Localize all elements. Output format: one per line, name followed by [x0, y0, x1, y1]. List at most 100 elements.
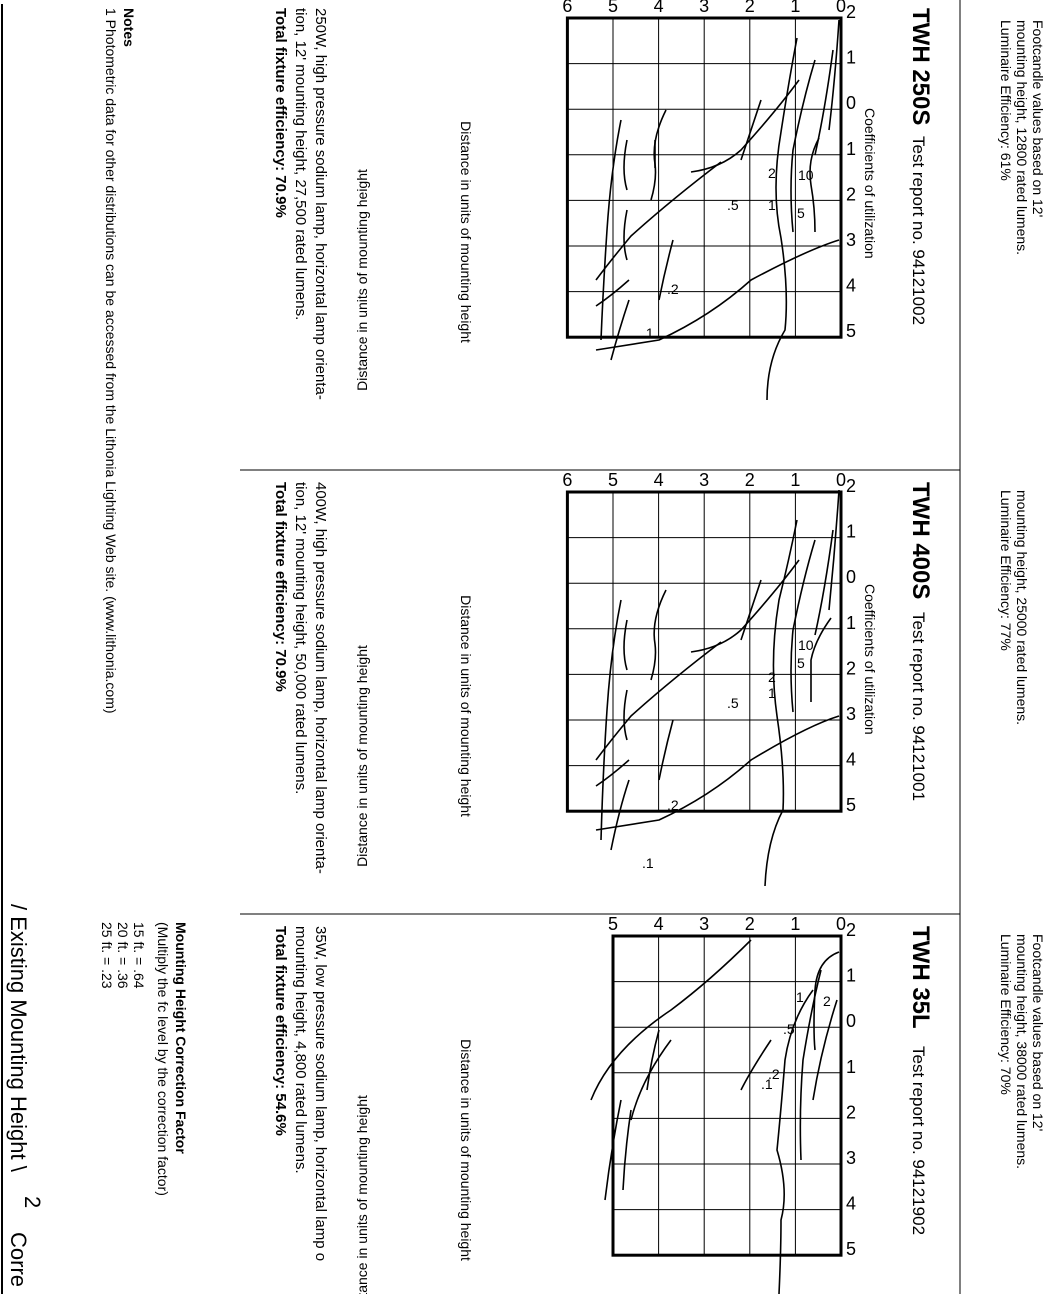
contour-lines [595, 19, 840, 401]
contour-label-5: 5 [797, 205, 805, 221]
tick-label-bottom: 3 [699, 0, 709, 16]
tick-label-top: 1 [846, 522, 856, 542]
contour-label-2: 2 [768, 165, 776, 181]
contour-labels: 10 5 2 1 .5 .2 .1 [642, 637, 814, 871]
tick-label-top: 1 [846, 139, 856, 159]
correction-row: 20 ft. = .36 [115, 922, 131, 989]
contour-label-2: 2 [768, 669, 776, 685]
correction-heading: Mounting Height Correction Factor [173, 922, 189, 1154]
tick-label-top: 2 [846, 2, 856, 22]
distance-label-bottom: Distance in units of mounting height [354, 1095, 370, 1294]
contour-label-02: .2 [667, 281, 679, 297]
panel-twh-35l: TWH 35L Test report no. 94121902 Distanc… [272, 914, 934, 1294]
tick-label-top: 3 [846, 230, 856, 250]
tick-label-top: 1 [846, 1057, 856, 1077]
existing-mounting-height: / Existing Mounting Height \ [6, 904, 31, 1173]
tick-label-bottom: 5 [608, 914, 618, 934]
tick-label-top: 1 [846, 613, 856, 633]
footcandle-text: Luminaire Efficiency: 77% [998, 490, 1014, 651]
tick-label-top: 1 [846, 48, 856, 68]
coefficients-label: Coefficients of utilization [862, 584, 878, 735]
model-title: TWH 400S [907, 482, 934, 599]
tick-label-top: 4 [846, 276, 856, 296]
description-line: 400W, high pressure sodium lamp, horizon… [312, 482, 329, 874]
correction-subheading: (Multiply the fc level by the correction… [155, 922, 171, 1196]
efficiency: Total fixture efficiency: 54.6% [272, 926, 289, 1136]
tick-label-top: 0 [846, 567, 856, 587]
notes-heading: Notes [121, 8, 137, 47]
contour-label-05: .5 [727, 197, 739, 213]
description-line: tion, 12' mounting height, 27,500 rated … [292, 8, 309, 320]
tick-label-bottom: 1 [790, 0, 800, 16]
tick-label-top: 3 [846, 704, 856, 724]
footcandle-text: Footcandle values based on 12' [1030, 934, 1046, 1131]
coefficients-label: Coefficients of utilization [862, 108, 878, 259]
contour-label-1: 1 [796, 989, 804, 1005]
tick-label-bottom: 4 [654, 0, 664, 16]
description-line: tion, 12' mounting height, 50,000 rated … [292, 482, 309, 794]
footcandle-text: Footcandle values based on 12' [1030, 20, 1046, 217]
tick-label-bottom: 5 [608, 470, 618, 490]
tick-label-bottom: 0 [836, 0, 846, 16]
contour-label-10: 10 [798, 637, 814, 653]
footcandle-text: mounting height, 25000 rated lumens. [1014, 490, 1030, 725]
contour-label-1: 1 [768, 685, 776, 701]
description-line: mounting height, 4,800 rated lumens. [292, 926, 309, 1174]
tick-label-bottom: 2 [745, 914, 755, 934]
footcandle-text: mounting height, 38000 rated lumens. [1014, 934, 1030, 1169]
distance-label-bottom: Distance in units of mounting height [354, 169, 370, 391]
footcandle-text: Luminaire Efficiency: 61% [998, 20, 1014, 181]
grid-frame [611, 934, 843, 1257]
contour-label-2: 2 [823, 993, 831, 1009]
contour-label-01: .1 [642, 855, 654, 871]
tick-label-top: 2 [846, 658, 856, 678]
tick-label-bottom: 6 [562, 470, 572, 490]
tick-label-bottom: 0 [836, 914, 846, 934]
tick-label-bottom: 1 [790, 470, 800, 490]
test-report: Test report no. 94121002 [909, 136, 928, 325]
tick-label-bottom: 0 [836, 470, 846, 490]
contour-labels: 10 5 2 1 .5 .2 .1 [642, 165, 814, 341]
tick-label-bottom: 3 [699, 914, 709, 934]
tick-label-bottom: 1 [790, 914, 800, 934]
tick-label-top: 5 [846, 321, 856, 341]
contour-label-02: .2 [667, 797, 679, 813]
contour-labels: 2 1 .5 .2 .1 [761, 989, 831, 1092]
contour-lines [595, 489, 840, 887]
tick-label-top: 5 [846, 1239, 856, 1259]
tick-label-top: 2 [846, 476, 856, 496]
model-title: TWH 250S [907, 8, 934, 125]
tick-label-top: 0 [846, 1011, 856, 1031]
contour-label-01: .1 [642, 325, 654, 341]
correction-row: 15 ft. = .64 [131, 922, 147, 989]
tick-label-bottom: 2 [745, 0, 755, 16]
contour-label-01: .1 [761, 1076, 773, 1092]
efficiency: Total fixture efficiency: 70.9% [272, 482, 289, 692]
tick-label-top: 1 [846, 966, 856, 986]
tick-label-bottom: 2 [745, 470, 755, 490]
footcandle-text: Luminaire Efficiency: 70% [998, 934, 1014, 1095]
footcandle-block-3: Footcandle values based on 12' mounting … [998, 934, 1046, 1169]
footcandle-block-1: Footcandle values based on 12' mounting … [998, 20, 1046, 255]
distance-label-top: Distance in units of mounting height [458, 595, 474, 817]
tick-label-top: 2 [846, 184, 856, 204]
existing-tail: Corre [6, 1232, 31, 1287]
tick-label-bottom: 4 [654, 470, 664, 490]
distance-label-bottom: Distance in units of mounting height [354, 645, 370, 867]
description-line: 35W, low pressure sodium lamp, horizonta… [312, 926, 329, 1261]
tick-label-top: 2 [846, 1102, 856, 1122]
distance-label-top: Distance in units of mounting height [458, 1039, 474, 1261]
tick-label-top: 4 [846, 1194, 856, 1214]
tick-label-top: 3 [846, 1148, 856, 1168]
contour-label-05: .5 [783, 1021, 795, 1037]
test-report: Test report no. 94121001 [909, 612, 928, 801]
panel-twh-250s: TWH 250S Test report no. 94121002 Coeffi… [272, 0, 934, 401]
panel-twh-400s: TWH 400S Test report no. 94121001 Coeffi… [272, 470, 934, 887]
footcandle-block-2: mounting height, 25000 rated lumens. Lum… [998, 490, 1030, 725]
contour-label-1: 1 [768, 197, 776, 213]
notes-section: Notes 1 Photometric data for other distr… [103, 8, 137, 714]
contour-label-5: 5 [797, 655, 805, 671]
